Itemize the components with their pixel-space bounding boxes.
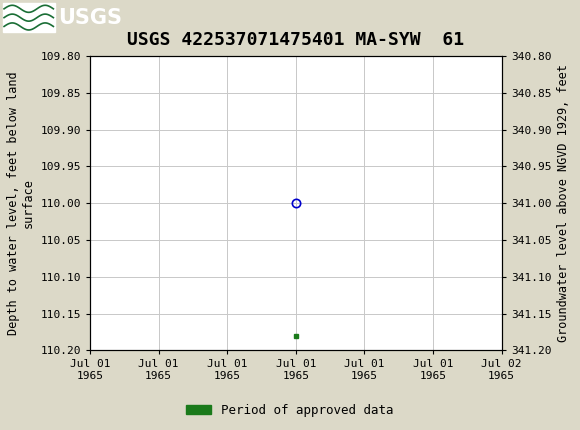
FancyBboxPatch shape bbox=[3, 3, 55, 32]
Text: USGS: USGS bbox=[58, 8, 122, 28]
Y-axis label: Depth to water level, feet below land
surface: Depth to water level, feet below land su… bbox=[7, 71, 35, 335]
Y-axis label: Groundwater level above NGVD 1929, feet: Groundwater level above NGVD 1929, feet bbox=[557, 64, 570, 342]
Title: USGS 422537071475401 MA-SYW  61: USGS 422537071475401 MA-SYW 61 bbox=[127, 31, 465, 49]
Legend: Period of approved data: Period of approved data bbox=[181, 399, 399, 421]
